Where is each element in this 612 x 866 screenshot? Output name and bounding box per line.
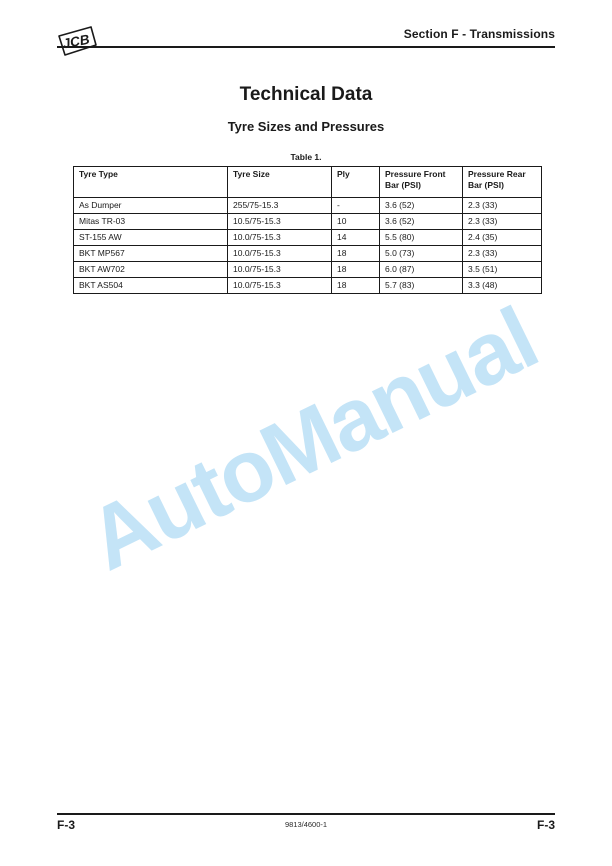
table-cell: 5.5 (80) xyxy=(379,229,463,246)
table-row: As Dumper 255/75-15.3-3.6 (52) 2.3 (33) xyxy=(73,197,542,214)
table-cell: 10.0/75-15.3 xyxy=(227,245,332,262)
footer-page-number-right: F-3 xyxy=(537,818,555,832)
table-cell: 10.5/75-15.3 xyxy=(227,213,332,230)
table-cell: ST-155 AW xyxy=(73,229,228,246)
page-subtitle: Tyre Sizes and Pressures xyxy=(227,119,385,134)
table-cell: 6.0 (87) xyxy=(379,261,463,278)
table-column-header: Tyre Size xyxy=(227,166,332,198)
footer-page-number-left: F-3 xyxy=(57,818,75,832)
table-cell: BKT MP567 xyxy=(73,245,228,262)
table-column-header: Tyre Type xyxy=(73,166,228,198)
table-cell: 2.3 (33) xyxy=(462,197,542,214)
table-cell: 18 xyxy=(331,245,380,262)
table-cell: 18 xyxy=(331,261,380,278)
table-cell: 10.0/75-15.3 xyxy=(227,229,332,246)
table-cell: BKT AS504 xyxy=(73,277,228,294)
table-row: ST-155 AW 10.0/75-15.3 14 5.5 (80) 2.4 (35) xyxy=(73,229,542,246)
table-row: BKT AS504 10.0/75-15.3 18 5.7 (83) 3.3 (48) xyxy=(73,277,542,294)
table-cell: 2.3 (33) xyxy=(462,245,542,262)
table-cell: 3.6 (52) xyxy=(379,213,463,230)
footer-rule xyxy=(57,813,555,815)
table-cell: 2.3 (33) xyxy=(462,213,542,230)
table-column-header: Pressure Front Bar (PSI) xyxy=(379,166,463,198)
table-cell: BKT AW702 xyxy=(73,261,228,278)
table-cell: 255/75-15.3 xyxy=(227,197,332,214)
table-header-row: Tyre Type Tyre Size Ply Pressure Front Bar … xyxy=(73,166,542,198)
table-row: BKT MP567 10.0/75-15.3 18 5.0 (73) 2.3 (33) xyxy=(73,245,542,262)
table-caption: Table 1. xyxy=(290,152,322,162)
footer-document-number: 9813/4600-1 xyxy=(284,820,328,829)
table-cell: 10.0/75-15.3 xyxy=(227,277,332,294)
table-cell: 3.6 (52) xyxy=(379,197,463,214)
table-cell: 14 xyxy=(331,229,380,246)
table-row: Mitas TR-03 10.5/75-15.3 10 3.6 (52) 2.3 (33… xyxy=(73,213,542,230)
header-rule xyxy=(57,46,555,48)
table-cell: 2.4 (35) xyxy=(462,229,542,246)
tyre-pressure-table: Tyre Type Tyre Size Ply Pressure Front Bar … xyxy=(73,166,542,294)
jcb-logo-icon: JCB xyxy=(58,26,97,56)
table-cell: - xyxy=(331,197,380,214)
table-row: BKT AW702 10.0/75-15.3 18 6.0 (87) 3.5 (51) xyxy=(73,261,542,278)
table-body: As Dumper 255/75-15.3-3.6 (52) 2.3 (33) Mit… xyxy=(73,197,542,294)
table-column-header: Pressure Rear Bar (PSI) xyxy=(462,166,542,198)
table-cell: As Dumper xyxy=(73,197,228,214)
table-cell: 5.0 (73) xyxy=(379,245,463,262)
table-cell: 3.5 (51) xyxy=(462,261,542,278)
table-cell: Mitas TR-03 xyxy=(73,213,228,230)
page-title: Technical Data xyxy=(239,84,373,105)
table-header: Tyre Type Tyre Size Ply Pressure Front Bar … xyxy=(73,166,542,198)
table-cell: 10.0/75-15.3 xyxy=(227,261,332,278)
table-column-header: Ply xyxy=(331,166,380,198)
table-cell: 18 xyxy=(331,277,380,294)
table-cell: 10 xyxy=(331,213,380,230)
table-cell: 5.7 (83) xyxy=(379,277,463,294)
watermark: AutoManual xyxy=(72,288,551,590)
section-title: Section F - Transmissions xyxy=(403,27,555,41)
table-cell: 3.3 (48) xyxy=(462,277,542,294)
